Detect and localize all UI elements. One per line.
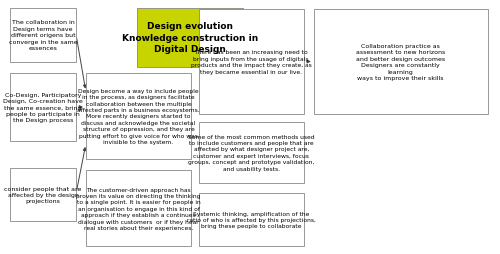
FancyBboxPatch shape bbox=[86, 171, 191, 246]
Text: Design become a way to include people
in the process, as designers facilitate
co: Design become a way to include people in… bbox=[77, 88, 200, 145]
Text: Co-Design, Participatory
Design, Co-creation have
the same essence, bring
people: Co-Design, Participatory Design, Co-crea… bbox=[3, 92, 83, 123]
Text: consider people that are
affected by the design
projections: consider people that are affected by the… bbox=[4, 186, 82, 204]
FancyBboxPatch shape bbox=[10, 9, 76, 62]
Text: Some of the most common methods used
to include customers and people that are
af: Some of the most common methods used to … bbox=[188, 134, 314, 171]
Text: There has been an increasing need to
bring inputs from the usage of digitals
pro: There has been an increasing need to bri… bbox=[191, 50, 312, 74]
Text: The collaboration in
Design terms have
different origens but
converge in the sam: The collaboration in Design terms have d… bbox=[8, 20, 78, 51]
FancyBboxPatch shape bbox=[138, 9, 242, 67]
FancyBboxPatch shape bbox=[86, 73, 191, 159]
FancyBboxPatch shape bbox=[198, 122, 304, 183]
FancyBboxPatch shape bbox=[314, 10, 488, 115]
Text: Systemic thinking, amplification of the
ratio of who is affected by this project: Systemic thinking, amplification of the … bbox=[187, 211, 316, 229]
FancyBboxPatch shape bbox=[198, 193, 304, 246]
Text: Collaboration practice as
assessment to new horizons
and better design outcomes
: Collaboration practice as assessment to … bbox=[356, 44, 446, 81]
FancyBboxPatch shape bbox=[10, 168, 76, 221]
Text: Design evolution
Knowledge construction in
Digital Design: Design evolution Knowledge construction … bbox=[122, 22, 258, 54]
FancyBboxPatch shape bbox=[198, 10, 304, 115]
Text: The customer-driven approach has
proven its value on directing the thinking
to a: The customer-driven approach has proven … bbox=[76, 187, 201, 230]
FancyBboxPatch shape bbox=[10, 73, 76, 142]
